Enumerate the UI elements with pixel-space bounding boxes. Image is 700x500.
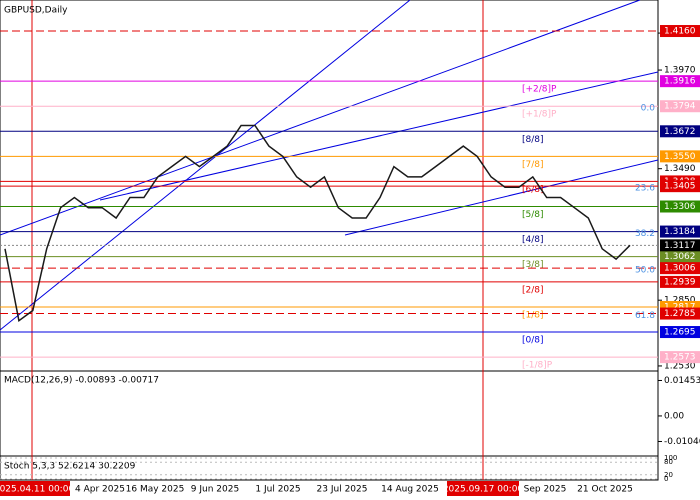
price-tick-label: 1.2530 [664, 361, 696, 371]
level-box [660, 225, 700, 238]
murray-label: [1/8] [522, 310, 544, 320]
date-label: 2025.04.11 00:00 [0, 485, 74, 495]
murray-label: [-1/8]P [522, 361, 553, 371]
fibo-label: 61.8 [635, 311, 655, 321]
stoch-tick-label: 20 [664, 471, 673, 479]
price-tick-label: 1.2850 [664, 296, 696, 306]
murray-label: [8/8] [522, 135, 544, 145]
date-label: 9 Jun 2025 [191, 485, 239, 495]
level-box [660, 125, 700, 138]
fibo-label: 50.0 [635, 266, 655, 276]
level-box [660, 25, 700, 38]
date-label: 2025.09.17 00:00 [443, 485, 524, 495]
stoch-tick-label: 80 [664, 458, 673, 466]
level-label: 1.2785 [664, 309, 696, 319]
murray-label: [+2/8]P [522, 85, 557, 95]
stoch-tick-label: 0 [664, 475, 668, 483]
date-highlight [447, 481, 519, 496]
channel-line [0, 0, 641, 236]
fibo-label: 38.2 [635, 229, 655, 239]
murray-label: [2/8] [522, 285, 544, 295]
price-tick-label: 1.3970 [664, 66, 696, 76]
fibo-label: 23.6 [635, 184, 655, 194]
date-label: 23 Jul 2025 [317, 485, 368, 495]
macd-label: MACD(12,26,9) -0.00893 -0.00717 [4, 376, 159, 386]
level-label: 1.3916 [664, 77, 696, 87]
level-label: 1.3405 [664, 182, 696, 192]
murray-label: [7/8] [522, 160, 544, 170]
level-box [660, 100, 700, 113]
date-label: Sep 2025 [524, 485, 567, 495]
level-box [660, 250, 700, 263]
stoch-tick-label: 100 [664, 454, 677, 462]
murray-label: [4/8] [522, 235, 544, 245]
level-label: 1.2939 [664, 277, 696, 287]
channel-line [0, 0, 411, 331]
level-box [660, 326, 700, 339]
level-box [660, 200, 700, 213]
level-box [660, 75, 700, 88]
date-label: 14 Aug 2025 [381, 485, 439, 495]
current-price-box [660, 239, 700, 252]
level-box [660, 262, 700, 275]
murray-label: [3/8] [522, 260, 544, 270]
date-label: 16 May 2025 [126, 485, 185, 495]
murray-label: [6/8] [522, 185, 544, 195]
level-label: 1.2817 [664, 302, 696, 312]
macd-tick-label: 0.01453 [664, 376, 700, 386]
level-label: 1.3794 [664, 102, 696, 112]
level-label: 1.3006 [664, 264, 696, 274]
level-box [660, 275, 700, 288]
murray-label: [+1/8]P [522, 110, 557, 120]
plot-frame [0, 0, 659, 481]
level-box [660, 307, 700, 320]
level-label: 1.3306 [664, 202, 696, 212]
stoch-label: Stoch 5,3,3 52.6214 30.2209 [4, 462, 136, 472]
level-label: 1.4160 [664, 27, 696, 37]
murray-label: [5/8] [522, 210, 544, 220]
date-highlight [0, 481, 70, 496]
level-label: 1.2573 [664, 353, 696, 363]
macd-tick-label: 0.00 [664, 411, 684, 421]
level-box [660, 180, 700, 193]
fibo-label: 0.0 [641, 104, 656, 114]
level-label: 1.3062 [664, 252, 696, 262]
date-label: 1 Jul 2025 [255, 485, 300, 495]
date-label: 4 Apr 2025 [75, 485, 125, 495]
level-label: 1.3550 [664, 152, 696, 162]
current-price-label: 1.3117 [664, 241, 696, 251]
channel-line [99, 71, 659, 201]
macd-tick-label: -0.01046 [664, 437, 700, 447]
level-box [660, 351, 700, 364]
close-line [4, 124, 631, 323]
murray-label: [0/8] [522, 336, 544, 346]
level-box [660, 150, 700, 163]
level-label: 1.3672 [664, 127, 696, 137]
channel-line [344, 159, 659, 236]
chart-title: GBPUSD,Daily [4, 6, 68, 16]
level-label: 1.2695 [664, 328, 696, 338]
price-tick-label: 1.3490 [664, 164, 696, 174]
level-label: 1.3184 [664, 227, 696, 237]
date-label: 21 Oct 2025 [577, 485, 633, 495]
